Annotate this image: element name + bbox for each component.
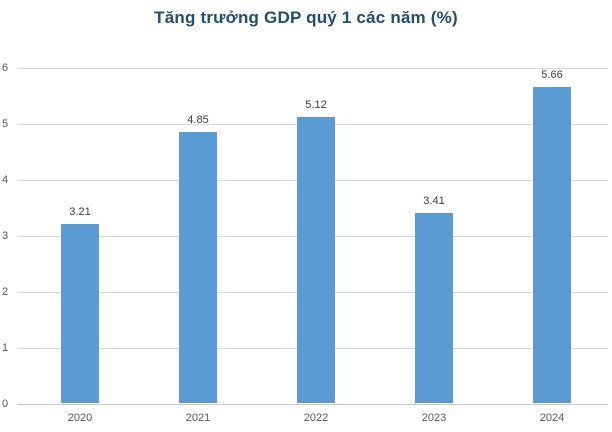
chart-title: Tăng trưởng GDP quý 1 các năm (%) — [154, 8, 458, 27]
y-axis-tick-2: 2 — [2, 286, 9, 298]
bar-2024 — [533, 87, 571, 403]
value-label-2022: 5.12 — [305, 99, 327, 111]
value-label-2021: 4.85 — [187, 114, 209, 126]
x-axis-tick-2024: 2024 — [539, 412, 565, 424]
bar-2022 — [297, 117, 335, 403]
bar-2023 — [415, 213, 453, 403]
value-label-2024: 5.66 — [541, 69, 563, 81]
x-axis-tick-2022: 2022 — [303, 412, 329, 424]
y-axis-tick-4: 4 — [2, 174, 9, 186]
value-label-2020: 3.21 — [69, 206, 91, 218]
x-axis-tick-2020: 2020 — [67, 412, 93, 424]
y-axis-tick-5: 5 — [2, 118, 9, 130]
gridline-y6 — [18, 67, 608, 69]
x-axis-tick-2021: 2021 — [185, 412, 211, 424]
y-axis-tick-3: 3 — [2, 230, 9, 242]
y-axis-tick-6: 6 — [2, 62, 9, 74]
y-axis-tick-1: 1 — [2, 342, 9, 354]
bar-2020 — [61, 224, 99, 403]
value-label-2023: 3.41 — [423, 195, 445, 207]
gridline-y0 — [18, 403, 608, 405]
y-axis-tick-0: 0 — [2, 398, 9, 410]
x-axis-tick-2023: 2023 — [421, 412, 447, 424]
bar-2021 — [179, 132, 217, 403]
